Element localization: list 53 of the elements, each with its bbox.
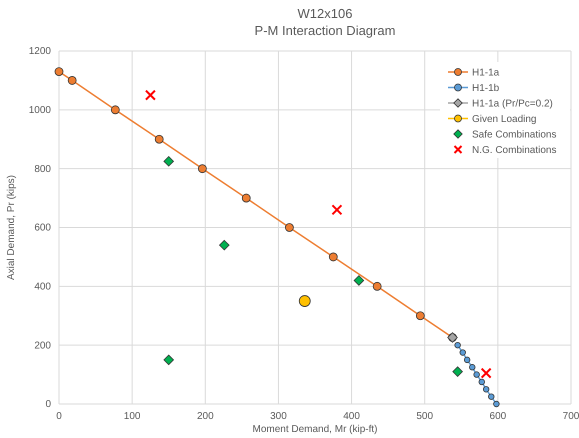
y-tick-label: 0 bbox=[45, 399, 52, 410]
x-tick-label: 700 bbox=[562, 411, 579, 422]
legend-label: H1-1a bbox=[472, 68, 500, 78]
point bbox=[298, 295, 311, 307]
point bbox=[480, 368, 492, 379]
point bbox=[473, 371, 480, 378]
y-tick-label: 600 bbox=[34, 222, 52, 234]
y-tick-label: 200 bbox=[34, 340, 52, 352]
legend-label: H1-1a (Pr/Pc=0.2) bbox=[472, 98, 553, 110]
x-tick-label: 500 bbox=[416, 411, 434, 422]
x-tick-label: 300 bbox=[270, 411, 288, 422]
point bbox=[219, 240, 230, 250]
point bbox=[68, 76, 77, 85]
point bbox=[164, 354, 174, 366]
point bbox=[460, 349, 466, 356]
point bbox=[464, 356, 470, 364]
y-tick-label: 400 bbox=[34, 282, 52, 293]
y-axis-title: Axial Demand, Pr (kips) bbox=[6, 174, 17, 280]
point bbox=[198, 164, 207, 174]
point bbox=[452, 366, 463, 377]
point bbox=[144, 90, 156, 101]
point bbox=[488, 393, 494, 400]
point bbox=[54, 67, 64, 76]
point bbox=[285, 223, 294, 232]
chart-subtitle: P-M Interaction Diagram bbox=[254, 23, 396, 38]
point bbox=[416, 311, 425, 320]
x-tick-label: 0 bbox=[56, 411, 62, 422]
legend-label: Given Loading bbox=[472, 114, 536, 125]
x-tick-label: 600 bbox=[490, 411, 507, 422]
point bbox=[478, 378, 485, 386]
legend-label: N.G. Combinations bbox=[472, 145, 556, 156]
point bbox=[164, 156, 174, 167]
y-tick-label: 1200 bbox=[28, 46, 52, 58]
x-tick-label: 400 bbox=[343, 411, 360, 422]
x-axis-title: Moment Demand, Mr (kip-ft) bbox=[252, 424, 378, 435]
point bbox=[242, 194, 251, 202]
point bbox=[328, 252, 338, 262]
y-tick-label: 800 bbox=[34, 164, 52, 175]
point bbox=[493, 400, 500, 408]
point bbox=[372, 282, 382, 291]
point bbox=[482, 386, 490, 392]
x-tick-label: 100 bbox=[124, 411, 141, 422]
x-tick-label: 200 bbox=[196, 411, 214, 422]
legend-label: Safe Combinations bbox=[472, 130, 556, 140]
point bbox=[469, 364, 476, 370]
legend-label: H1-1b bbox=[472, 83, 500, 94]
point bbox=[354, 275, 364, 286]
point bbox=[454, 342, 461, 348]
point bbox=[110, 105, 120, 114]
y-tick-label: 1000 bbox=[28, 105, 52, 116]
point bbox=[331, 204, 342, 216]
chart-title: W12x106 bbox=[298, 6, 352, 21]
point bbox=[154, 134, 164, 144]
